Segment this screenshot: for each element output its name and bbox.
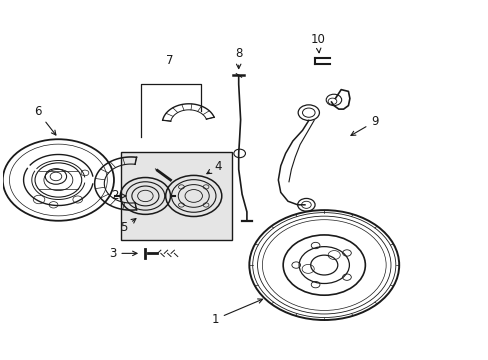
Text: 5: 5 (120, 219, 136, 234)
Text: 10: 10 (310, 33, 325, 53)
Text: 2: 2 (111, 189, 125, 202)
Text: 8: 8 (235, 46, 242, 69)
Text: 7: 7 (165, 54, 173, 67)
Bar (121, 152, 232, 240)
Text: 4: 4 (206, 161, 222, 174)
Text: 1: 1 (211, 299, 262, 326)
Text: 9: 9 (350, 115, 378, 135)
Text: 6: 6 (34, 105, 56, 135)
Text: 3: 3 (109, 247, 137, 260)
